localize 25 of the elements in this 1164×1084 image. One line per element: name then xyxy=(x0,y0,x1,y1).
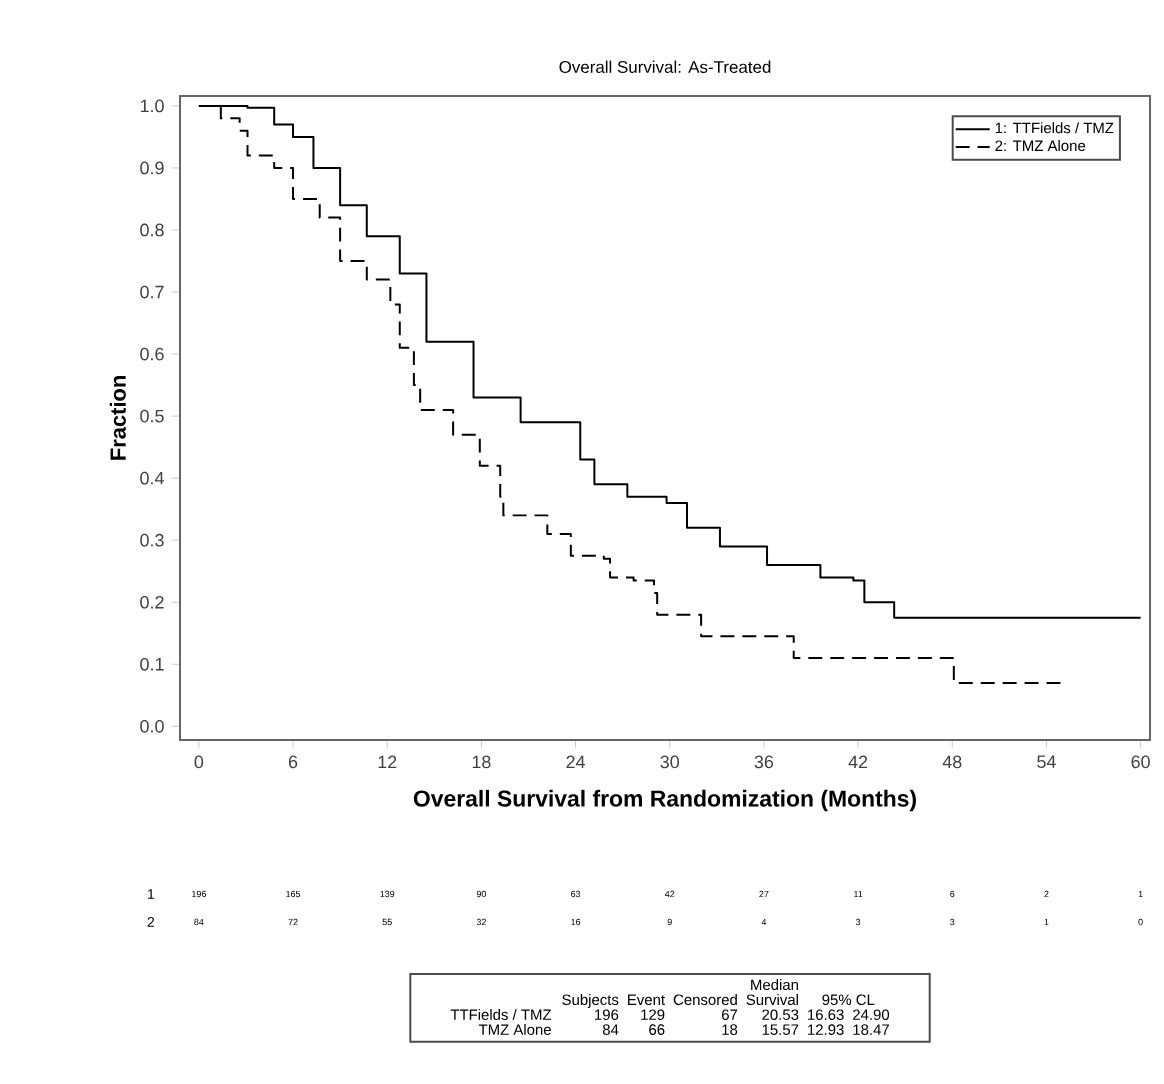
x-tick-label: 42 xyxy=(848,755,868,769)
y-tick-label: 0.1 xyxy=(140,657,164,671)
y-tick-label: 0.6 xyxy=(140,347,164,361)
x-tick-label: 30 xyxy=(660,755,680,769)
x-tick-label: 6 xyxy=(288,755,298,769)
x-tick-label: 48 xyxy=(942,755,962,769)
y-tick-label: 0.3 xyxy=(140,533,164,547)
x-tick-label: 60 xyxy=(1131,755,1150,769)
x-tick-label: 12 xyxy=(378,755,397,769)
y-tick-label: 0.7 xyxy=(140,285,164,299)
x-tick-label: 24 xyxy=(566,755,585,769)
y-tick-label: 0.8 xyxy=(140,223,164,237)
x-axis-title: Overall Survival from Randomization (Months) xyxy=(413,789,916,812)
y-axis-title: Fraction xyxy=(109,376,126,460)
x-tick-label: 0 xyxy=(194,755,204,769)
y-tick-label: 0.2 xyxy=(140,595,164,609)
y-tick-label: 0.4 xyxy=(140,471,164,485)
y-tick-label: 0.0 xyxy=(140,719,164,733)
y-tick-label: 0.5 xyxy=(140,409,164,423)
x-tick-label: 36 xyxy=(754,755,774,769)
x-tick-label: 54 xyxy=(1037,755,1056,769)
chart-title: Overall Survival: As-Treated xyxy=(559,60,771,73)
y-tick-label: 1.0 xyxy=(140,99,164,113)
x-tick-label: 18 xyxy=(472,755,491,769)
y-tick-label: 0.9 xyxy=(140,161,164,175)
